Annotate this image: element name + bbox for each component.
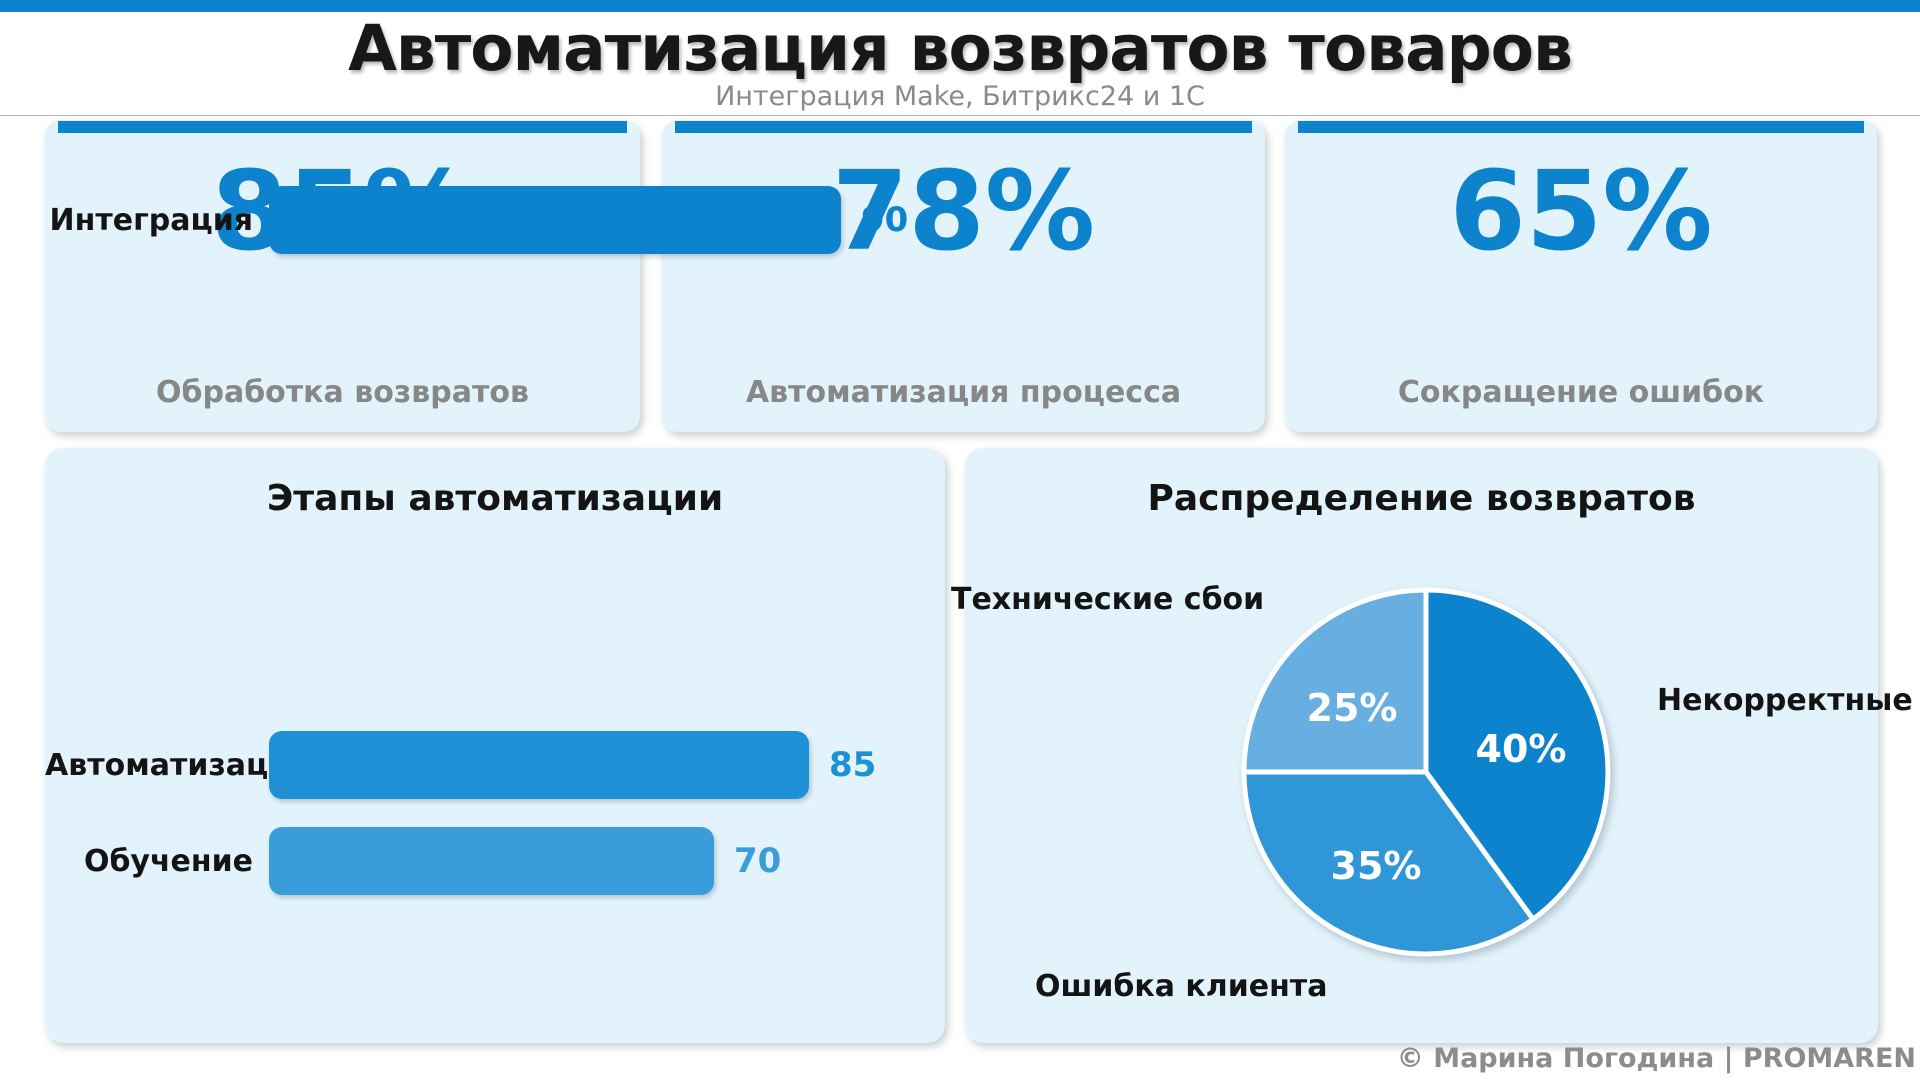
pie-category-label-incorrect: Некорректные <box>1657 683 1913 718</box>
bar-row-integration: Интеграция 90 <box>45 186 945 254</box>
pie-slice <box>1241 587 1429 775</box>
pie-percent-label-tech-failures: 25% <box>1306 686 1398 730</box>
bar-value-label: 90 <box>861 200 909 240</box>
kpi-label: Автоматизация процесса <box>745 375 1182 410</box>
kpi-value: 78% <box>831 147 1096 275</box>
kpi-label: Обработка возвратов <box>156 375 529 410</box>
pie-category-label-client-error: Ошибка клиента <box>1035 969 1328 1004</box>
kpi-accent-bar <box>1298 121 1864 133</box>
bar-category-label: Обучение <box>83 843 253 879</box>
bar-value-label: 70 <box>734 841 782 881</box>
bar-row-automation: Автоматизация 85 <box>45 731 945 799</box>
bar-fill <box>269 186 841 254</box>
kpi-card-process-automation: 78% Автоматизация процесса <box>662 120 1265 432</box>
kpi-accent-bar <box>58 121 627 133</box>
bar-row-training: Обучение 70 <box>45 827 945 895</box>
top-accent-bar <box>0 0 1920 12</box>
bar-category-label: Интеграция <box>49 202 253 238</box>
pie-chart-panel: Распределение возвратов 40% 35% 25% Техн… <box>951 448 1913 1043</box>
kpi-card-error-reduction: 65% Сокращение ошибок <box>1285 120 1877 432</box>
pie-percent-label-client-error: 35% <box>1330 844 1422 888</box>
bar-fill <box>269 731 809 799</box>
kpi-accent-bar <box>675 121 1252 133</box>
pie-category-label-tech-failures: Технические сбои <box>951 582 1265 617</box>
page-title: Автоматизация возвратов товаров <box>348 12 1573 85</box>
kpi-label: Сокращение ошибок <box>1397 375 1765 410</box>
bar-chart-title: Этапы автоматизации <box>266 478 724 519</box>
footer-credit: © Марина Погодина | PROMAREN <box>1396 1043 1916 1074</box>
pie-chart <box>1241 587 1611 957</box>
bar-value-label: 85 <box>829 745 877 785</box>
header-divider-line <box>0 115 1920 116</box>
bar-category-label: Автоматизация <box>45 747 309 783</box>
kpi-value: 65% <box>1449 147 1713 275</box>
bar-chart-panel: Этапы автоматизации Интеграция 90 Автома… <box>45 186 945 1043</box>
pie-chart-title: Распределение возвратов <box>1147 478 1696 519</box>
bar-fill <box>269 827 714 895</box>
page-subtitle: Интеграция Make, Битрикс24 и 1С <box>715 81 1205 112</box>
pie-percent-label-incorrect: 40% <box>1475 727 1567 771</box>
pie-slice <box>1423 587 1611 922</box>
pie-slice <box>1241 769 1536 957</box>
kpi-card-returns-processing: 85% Обработка возвратов <box>45 120 640 432</box>
